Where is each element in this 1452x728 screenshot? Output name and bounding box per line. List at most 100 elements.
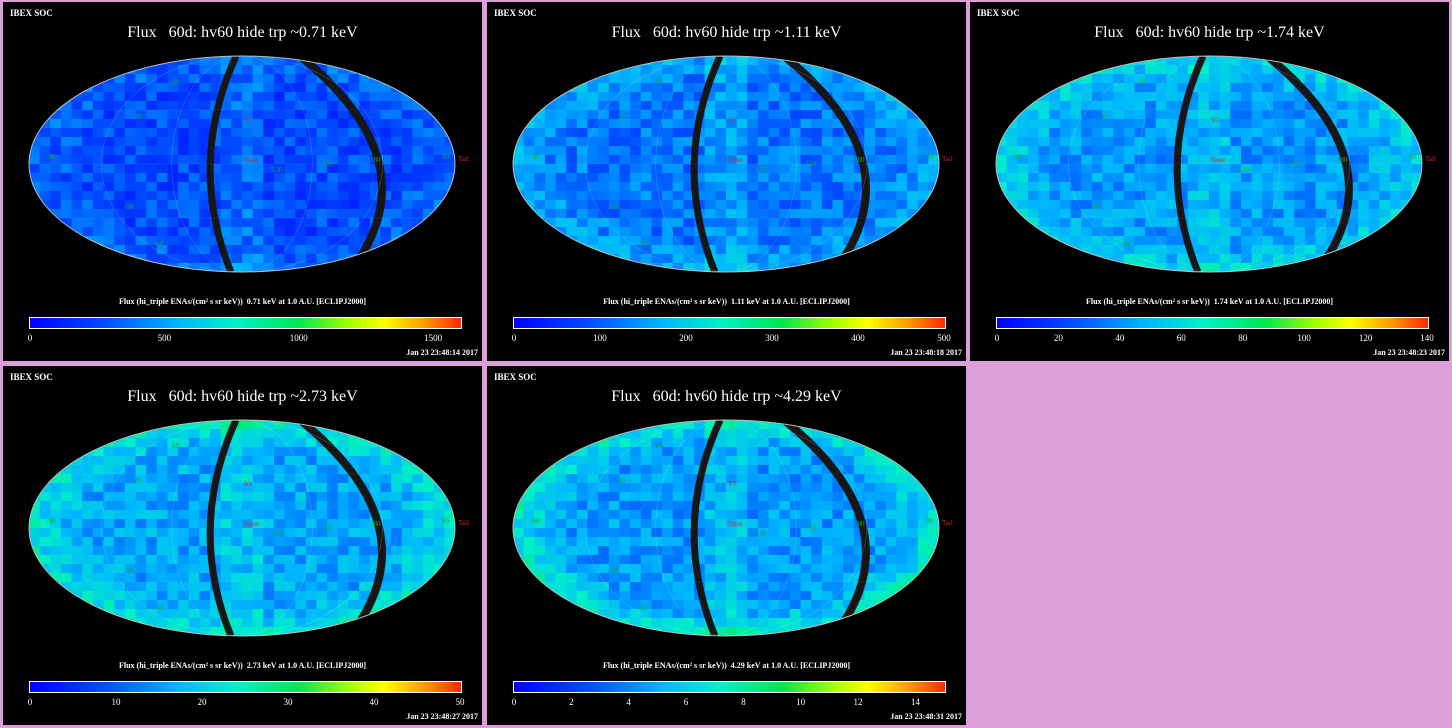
skymap-panel-3: IBEX SOC Flux 60d: hv60 hide trp ~1.74 k… [970, 2, 1449, 361]
map-label-v1: V1 [1211, 116, 1220, 124]
colorbar-tick: 100 [1297, 333, 1311, 343]
map-label-lon-m90: -90 [46, 517, 56, 525]
map-label-lat-m60: -60 [638, 604, 648, 612]
map-label-lon-m90: -90 [530, 517, 540, 525]
map-label-nose: Nose [244, 156, 258, 164]
soc-label: IBEX SOC [10, 372, 53, 382]
sky-map: 60 30 -30 -60 90 -90 120 150 180 Nose V1 Tail [995, 55, 1436, 273]
colorbar-tick: 80 [1238, 333, 1248, 343]
flux-pixels [996, 56, 1422, 272]
soc-label: IBEX SOC [494, 372, 537, 382]
map-outline [512, 55, 940, 273]
map-label-lon-150: 150 [806, 160, 817, 168]
map-label-lon-180: 180 [1337, 156, 1348, 164]
map-label-lat-m30: -30 [1091, 203, 1101, 211]
map-label-lon-150: 150 [806, 524, 817, 532]
map-outline [512, 419, 940, 637]
map-label-lon-120: 120 [272, 530, 283, 538]
timestamp: Jan 23 23:48:27 2017 [406, 712, 478, 721]
sky-map: 60 30 -30 -60 90 -90 120 150 180 Nose V1 Tail [512, 419, 953, 637]
skymap-panel-5: IBEX SOC Flux 60d: hv60 hide trp ~4.29 k… [487, 366, 966, 725]
map-label-lat-60: 60 [656, 442, 664, 450]
map-label-lat-m60: -60 [1121, 240, 1131, 248]
colorbar-tick: 6 [683, 697, 689, 707]
data-gap-swaths [1173, 56, 1353, 272]
map-outline [28, 55, 456, 273]
sky-map: 60 30 -30 -60 90 -90 120 150 180 Nose V1 Tail [28, 55, 469, 273]
map-label-v1: V1 [728, 116, 737, 124]
colorbar-tick: 500 [937, 333, 951, 343]
map-label-lon-90: 90 [442, 517, 450, 525]
map-label-lon-180: 180 [370, 156, 381, 164]
flux-pixels [29, 56, 455, 272]
flux-pixels [513, 420, 939, 636]
graticule [513, 56, 939, 272]
skymap-panel-4: IBEX SOC Flux 60d: hv60 hide trp ~2.73 k… [3, 366, 482, 725]
map-label-nose: Nose [244, 520, 258, 528]
map-label-lon-m90: -90 [46, 153, 56, 161]
colorbar-tick: 12 [853, 697, 863, 707]
map-title: Flux 60d: hv60 hide trp ~0.71 keV [127, 24, 358, 41]
data-gap-swaths [206, 56, 386, 272]
colorbar-tick: 0 [994, 333, 1000, 343]
map-label-lat-60: 60 [172, 78, 180, 86]
map-label-lon-90: 90 [442, 153, 450, 161]
colorbar-tick: 200 [679, 333, 693, 343]
colorbar-tick: 0 [27, 697, 33, 707]
colorbar-tick: 1500 [424, 333, 443, 343]
map-label-lon-150: 150 [1289, 160, 1300, 168]
map-label-lon-180: 180 [854, 156, 865, 164]
map-title: Flux 60d: hv60 hide trp ~4.29 keV [611, 388, 842, 405]
colorbar-tick: 40 [1115, 333, 1125, 343]
colorbar-tick: 300 [765, 333, 779, 343]
map-outline [28, 419, 456, 637]
colorbar-caption: Flux (hi_triple ENAs/(cm² s sr keV)) 1.7… [1086, 297, 1333, 306]
map-label-lon-90: 90 [926, 153, 934, 161]
map-label-lat-m30: -30 [124, 203, 134, 211]
graticule [29, 56, 455, 272]
timestamp: Jan 23 23:48:14 2017 [406, 348, 478, 357]
graticule [29, 420, 455, 636]
colorbar-tick: 500 [157, 333, 172, 343]
colorbar-tick: 10 [111, 697, 121, 707]
map-label-tail: Tail [458, 519, 469, 527]
map-label-tail: Tail [458, 155, 469, 163]
map-label-tail: Tail [942, 155, 953, 163]
map-label-lon-120: 120 [756, 166, 767, 174]
sky-map: 60 30 -30 -60 90 -90 120 150 180 Nose V1 Tail [28, 419, 469, 637]
map-label-lon-150: 150 [322, 160, 333, 168]
colorbar-tick: 20 [1053, 333, 1063, 343]
timestamp: Jan 23 23:48:23 2017 [1373, 348, 1445, 357]
map-label-lon-90: 90 [926, 517, 934, 525]
colorbar-tick: 20 [197, 697, 207, 707]
map-label-lat-m30: -30 [124, 567, 134, 575]
map-label-nose: Nose [1211, 156, 1225, 164]
map-label-lat-m60: -60 [154, 604, 164, 612]
map-label-lat-30: 30 [618, 113, 626, 121]
colorbar [29, 681, 462, 693]
map-label-lat-30: 30 [618, 477, 626, 485]
graticule [996, 56, 1422, 272]
map-label-lat-30: 30 [134, 113, 142, 121]
flux-pixels [29, 420, 455, 636]
colorbar-caption: Flux (hi_triple ENAs/(cm² s sr keV)) 1.1… [603, 297, 850, 306]
colorbar-tick: 60 [1176, 333, 1186, 343]
map-label-lon-90: 90 [1409, 153, 1417, 161]
colorbar-tick: 40 [369, 697, 379, 707]
colorbar-caption: Flux (hi_triple ENAs/(cm² s sr keV)) 0.7… [119, 297, 366, 306]
colorbar-tick: 10 [796, 697, 806, 707]
colorbar-caption: Flux (hi_triple ENAs/(cm² s sr keV)) 4.2… [603, 661, 850, 670]
colorbar [513, 317, 946, 329]
map-label-lon-180: 180 [854, 520, 865, 528]
colorbar-tick: 0 [511, 333, 517, 343]
colorbar-tick: 8 [741, 697, 746, 707]
data-gap-swaths [206, 420, 386, 636]
colorbar-tick: 140 [1420, 333, 1434, 343]
flux-pixels [513, 56, 939, 272]
map-label-lon-180: 180 [370, 520, 381, 528]
map-label-lat-60: 60 [656, 78, 664, 86]
colorbar-tick: 100 [593, 333, 607, 343]
timestamp: Jan 23 23:48:18 2017 [890, 348, 962, 357]
map-outline [995, 55, 1423, 273]
map-label-lat-30: 30 [1101, 113, 1109, 121]
